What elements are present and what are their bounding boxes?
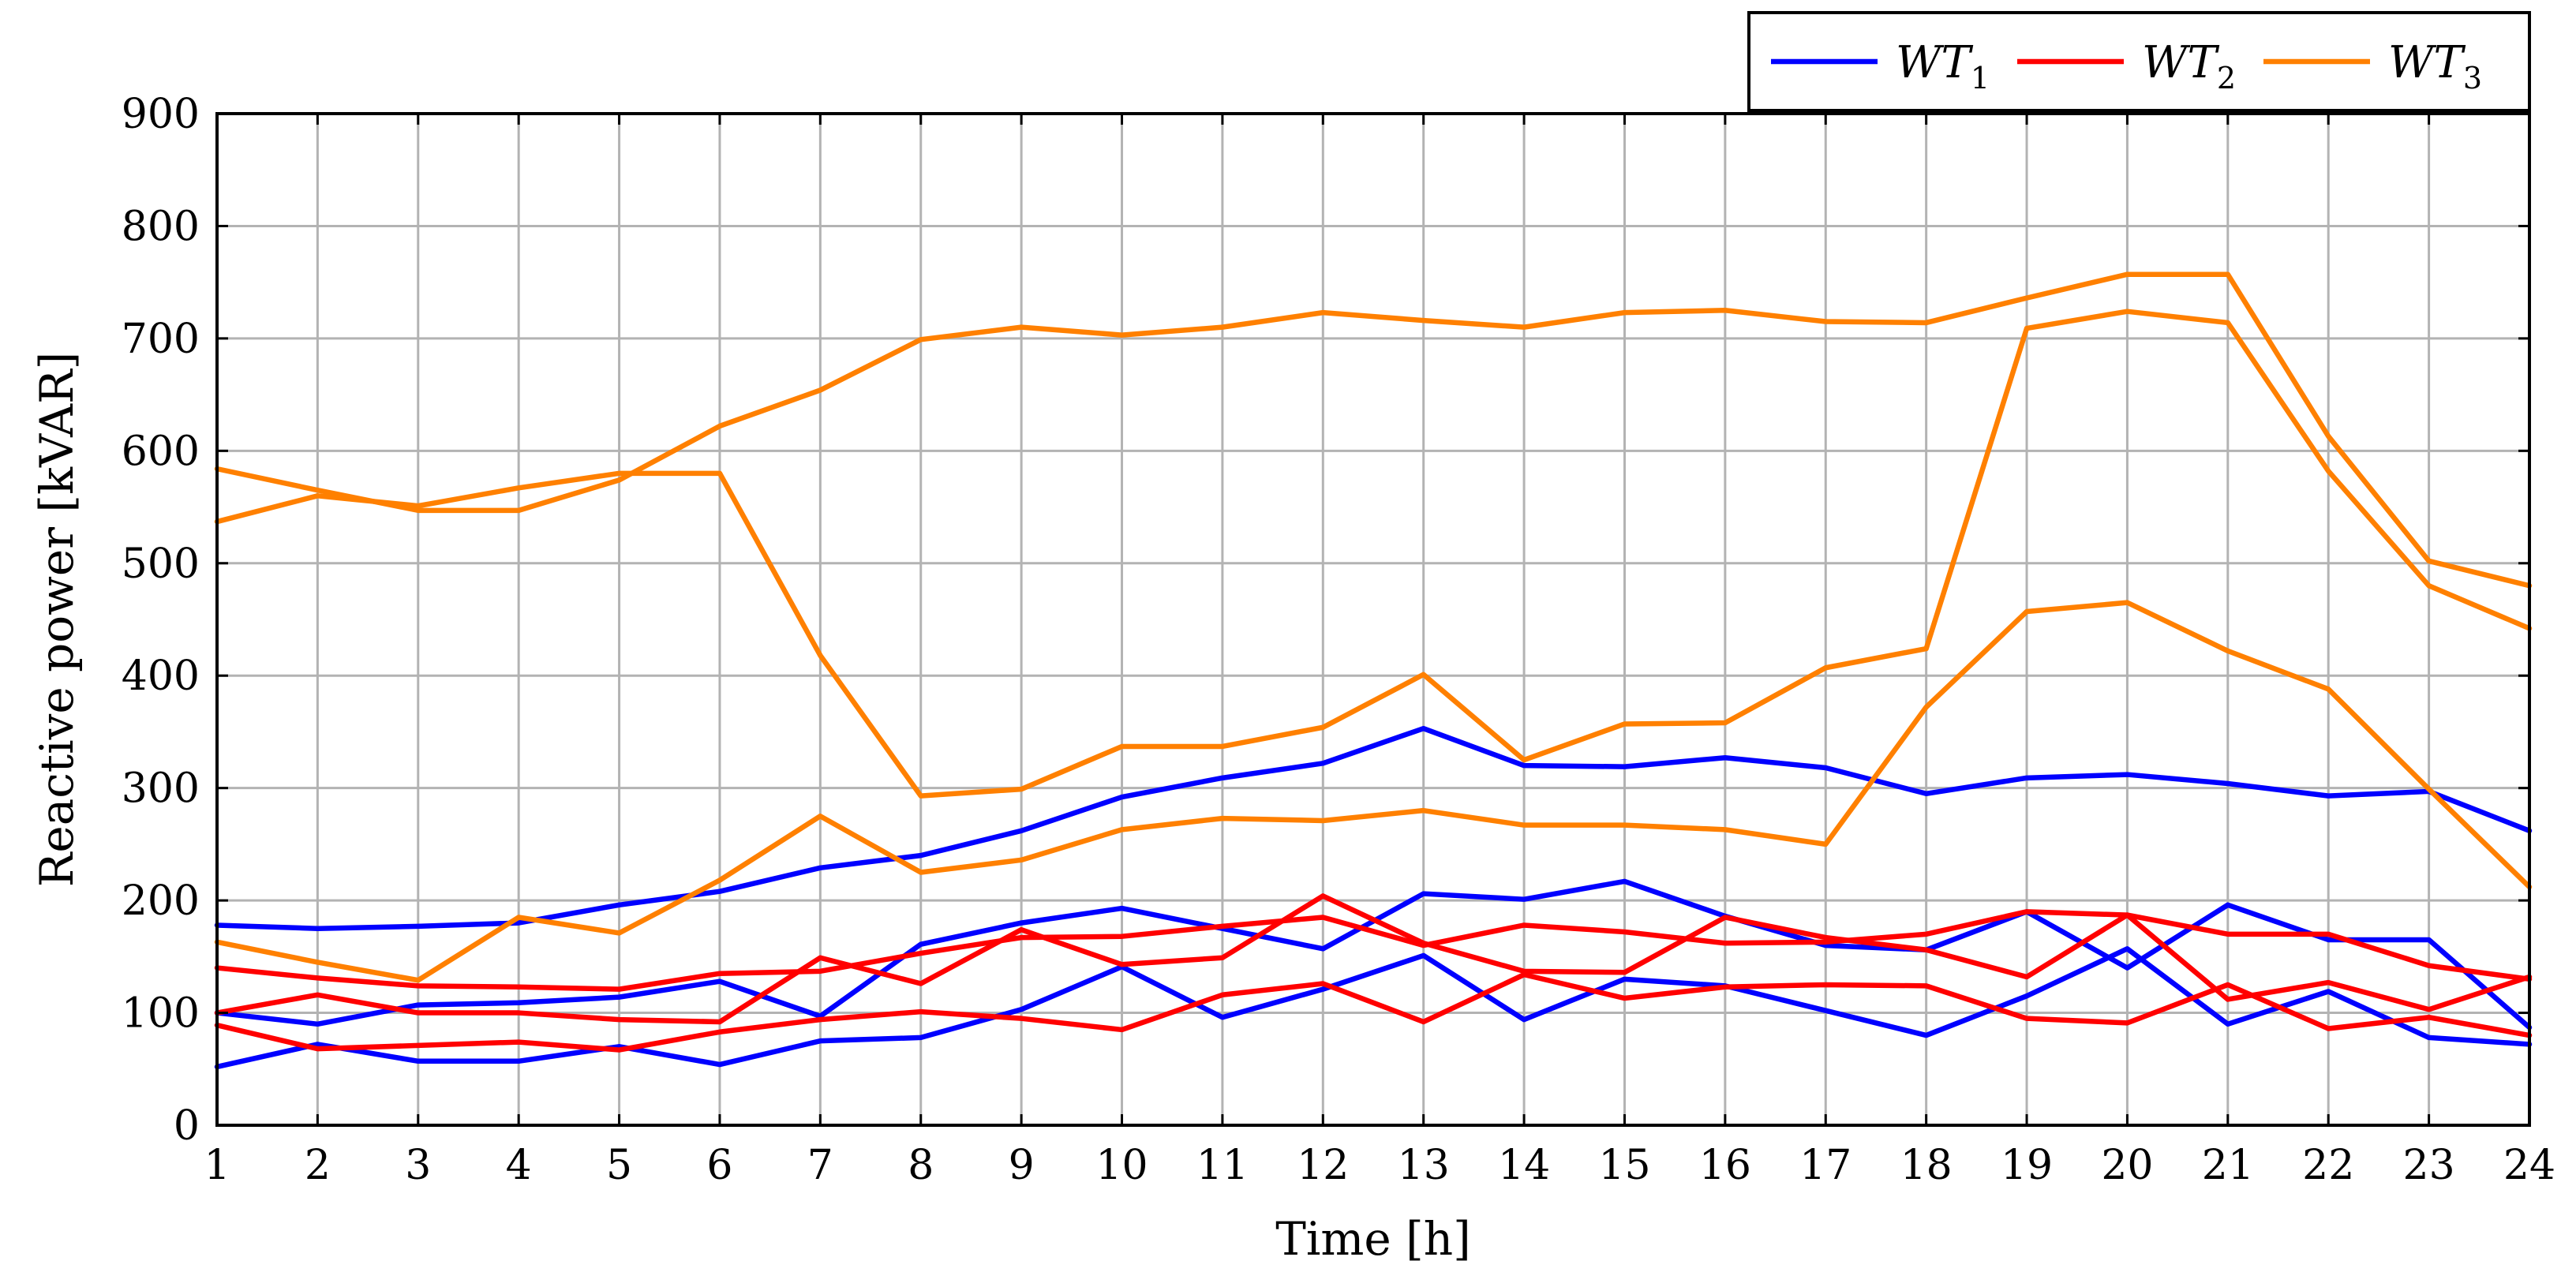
x-tick-label: 13 xyxy=(1398,1142,1450,1189)
x-tick-label: 10 xyxy=(1095,1142,1148,1189)
series-line-wt1-3 xyxy=(214,946,2533,1070)
y-tick-label: 500 xyxy=(122,541,200,588)
x-tick-label: 4 xyxy=(506,1142,532,1189)
legend-box xyxy=(1747,11,2531,112)
legend-label-wt3: WT3 xyxy=(2388,37,2482,95)
series-line-wt1-1 xyxy=(214,725,2533,931)
y-tick-label: 900 xyxy=(122,91,200,138)
x-tick-label: 23 xyxy=(2403,1142,2455,1189)
x-tick-label: 8 xyxy=(908,1142,934,1189)
series-line-wt3-9 xyxy=(214,600,2533,983)
x-tick-label: 15 xyxy=(1598,1142,1650,1189)
y-axis-title: Reactive power [kVAR] xyxy=(30,352,84,888)
x-tick-label: 9 xyxy=(1009,1142,1035,1189)
x-tick-label: 2 xyxy=(305,1142,331,1189)
x-tick-label: 17 xyxy=(1799,1142,1852,1189)
x-tick-label: 6 xyxy=(706,1142,732,1189)
series-line-wt2-5 xyxy=(214,893,2533,1025)
y-tick-label: 700 xyxy=(122,316,200,363)
y-tick-label: 300 xyxy=(122,765,200,813)
x-tick-label: 22 xyxy=(2302,1142,2354,1189)
x-tick-label: 7 xyxy=(807,1142,833,1189)
x-tick-label: 1 xyxy=(204,1142,230,1189)
x-tick-label: 12 xyxy=(1297,1142,1349,1189)
y-tick-label: 100 xyxy=(122,990,200,1038)
series-line-wt3-8 xyxy=(214,271,2533,589)
legend-label-subscript: 2 xyxy=(2217,61,2236,95)
series-line-wt3-7 xyxy=(214,309,2533,799)
y-tick-label: 200 xyxy=(122,877,200,925)
x-axis-ticks: 1 2 3 4 5 6 7 8 9 10 11 12 13 14 15 16 17 18 19 20 21 22 23 24 xyxy=(204,114,2555,1189)
y-tick-label: 0 xyxy=(174,1102,200,1150)
legend-label-subscript: 3 xyxy=(2463,61,2482,95)
x-tick-label: 24 xyxy=(2503,1142,2555,1189)
series-line-wt1-2 xyxy=(214,878,2533,1031)
x-tick-label: 5 xyxy=(606,1142,632,1189)
series-layer xyxy=(214,271,2533,1070)
x-tick-label: 19 xyxy=(2001,1142,2053,1189)
x-tick-label: 21 xyxy=(2202,1142,2254,1189)
legend-label-subscript: 1 xyxy=(1971,61,1990,95)
y-tick-label: 400 xyxy=(122,653,200,700)
series-line-wt2-4 xyxy=(214,909,2533,992)
x-tick-label: 3 xyxy=(405,1142,431,1189)
x-tick-label: 16 xyxy=(1699,1142,1751,1189)
x-axis-title: Time [h] xyxy=(1275,1212,1471,1266)
legend: WT1 WT2 WT3 xyxy=(1747,11,2531,112)
x-tick-label: 11 xyxy=(1196,1142,1249,1189)
y-axis-ticks: 0 100 200 300 400 500 600 700 800 900 xyxy=(122,91,2529,1150)
plot-frame xyxy=(215,112,2531,1127)
x-tick-label: 18 xyxy=(1900,1142,1953,1189)
series-line-wt2-6 xyxy=(214,971,2533,1053)
y-tick-label: 600 xyxy=(122,428,200,475)
x-tick-label: 14 xyxy=(1498,1142,1550,1189)
y-tick-label: 800 xyxy=(122,203,200,250)
x-tick-label: 20 xyxy=(2101,1142,2153,1189)
